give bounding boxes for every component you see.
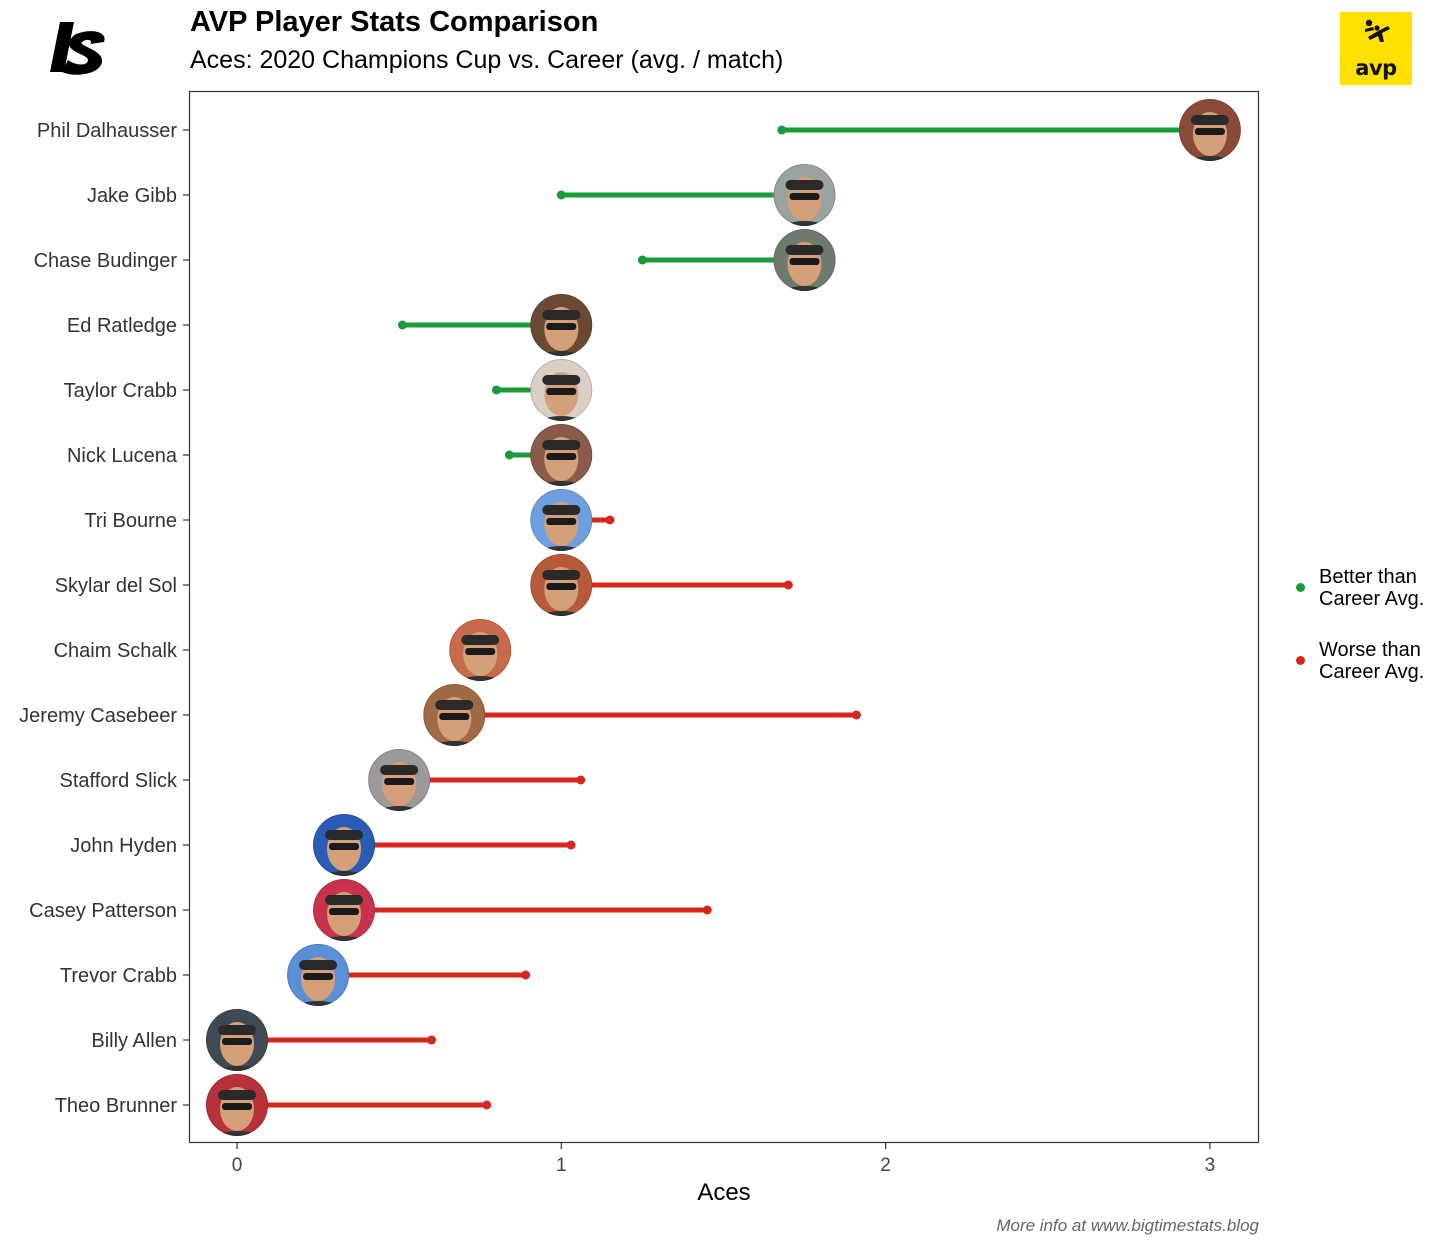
player-photo-trevor-crabb — [287, 944, 350, 1006]
footer-note: More info at www.bigtimestats.blog — [996, 1216, 1259, 1235]
y-tick-label-taylor-crabb: Taylor Crabb — [64, 380, 177, 402]
career-dot-phil-dalhausser — [777, 125, 787, 135]
player-photo-jake-gibb — [773, 164, 836, 226]
y-tick-label-stafford-slick: Stafford Slick — [60, 770, 178, 792]
plot-panel — [188, 90, 1260, 1144]
player-photo-nick-lucena — [530, 424, 593, 486]
x-tick-label-0: 0 — [232, 1155, 243, 1176]
volleyball-player-icon — [1365, 19, 1390, 42]
player-photo-taylor-crabb — [530, 359, 593, 421]
logo-s-shape — [62, 31, 105, 75]
legend-dot-better — [1296, 583, 1305, 592]
career-dot-skylar-del-sol — [783, 580, 793, 590]
y-tick-label-chase-budinger: Chase Budinger — [34, 250, 178, 272]
career-dot-theo-brunner — [482, 1100, 492, 1110]
legend-dot-worse — [1296, 656, 1305, 665]
y-tick-label-phil-dalhausser: Phil Dalhausser — [37, 120, 177, 142]
player-photo-phil-dalhausser — [1178, 99, 1241, 161]
y-tick-label-tri-bourne: Tri Bourne — [84, 510, 177, 532]
avp-logo-text: avp — [1355, 56, 1397, 80]
y-tick-label-trevor-crabb: Trevor Crabb — [60, 965, 177, 987]
player-photo-chaim-schalk — [449, 619, 512, 681]
x-tick-label-1: 1 — [556, 1155, 567, 1176]
career-dot-stafford-slick — [576, 775, 586, 785]
player-photo-skylar-del-sol — [530, 554, 593, 616]
y-tick-label-skylar-del-sol: Skylar del Sol — [55, 575, 177, 597]
career-dot-trevor-crabb — [521, 970, 531, 980]
player-photo-ed-ratledge — [530, 294, 593, 356]
y-tick-label-jake-gibb: Jake Gibb — [87, 185, 177, 207]
player-photo-john-hyden — [313, 814, 376, 876]
career-dot-john-hyden — [566, 840, 576, 850]
y-tick-label-ed-ratledge: Ed Ratledge — [67, 315, 177, 337]
player-photo-chase-budinger — [773, 229, 836, 291]
career-dot-jeremy-casebeer — [851, 710, 861, 720]
career-dot-casey-patterson — [702, 905, 712, 915]
y-tick-label-jeremy-casebeer: Jeremy Casebeer — [19, 705, 177, 727]
player-photo-billy-allen — [206, 1009, 268, 1071]
y-tick-label-casey-patterson: Casey Patterson — [29, 900, 177, 922]
logo-b-stem — [50, 22, 74, 72]
career-dot-chase-budinger — [637, 255, 647, 265]
career-dot-jake-gibb — [556, 190, 566, 200]
y-tick-label-chaim-schalk: Chaim Schalk — [54, 640, 178, 662]
career-dot-ed-ratledge — [397, 320, 407, 330]
player-photo-tri-bourne — [530, 489, 593, 551]
player-photo-jeremy-casebeer — [423, 684, 486, 746]
x-tick-label-3: 3 — [1205, 1155, 1216, 1176]
y-tick-label-john-hyden: John Hyden — [70, 835, 177, 857]
y-tick-label-nick-lucena: Nick Lucena — [67, 445, 178, 467]
avp-logo: avp — [1340, 12, 1412, 85]
player-photo-casey-patterson — [313, 879, 376, 941]
player-photo-stafford-slick — [368, 749, 431, 811]
bigtimestats-logo — [50, 22, 105, 75]
chart-subtitle: Aces: 2020 Champions Cup vs. Career (avg… — [190, 46, 784, 74]
career-dot-billy-allen — [427, 1035, 437, 1045]
x-tick-label-2: 2 — [880, 1155, 891, 1176]
legend-label-worse: Worse than Career Avg. — [1319, 639, 1425, 683]
career-dot-taylor-crabb — [491, 385, 501, 395]
x-axis-label: Aces — [697, 1179, 750, 1206]
career-dot-tri-bourne — [605, 515, 615, 525]
y-tick-label-theo-brunner: Theo Brunner — [55, 1095, 178, 1117]
y-tick-label-billy-allen: Billy Allen — [91, 1030, 177, 1052]
legend-label-better: Better than Career Avg. — [1319, 566, 1425, 610]
player-photo-theo-brunner — [206, 1074, 268, 1136]
career-dot-nick-lucena — [504, 450, 514, 460]
chart-title: AVP Player Stats Comparison — [190, 6, 599, 38]
